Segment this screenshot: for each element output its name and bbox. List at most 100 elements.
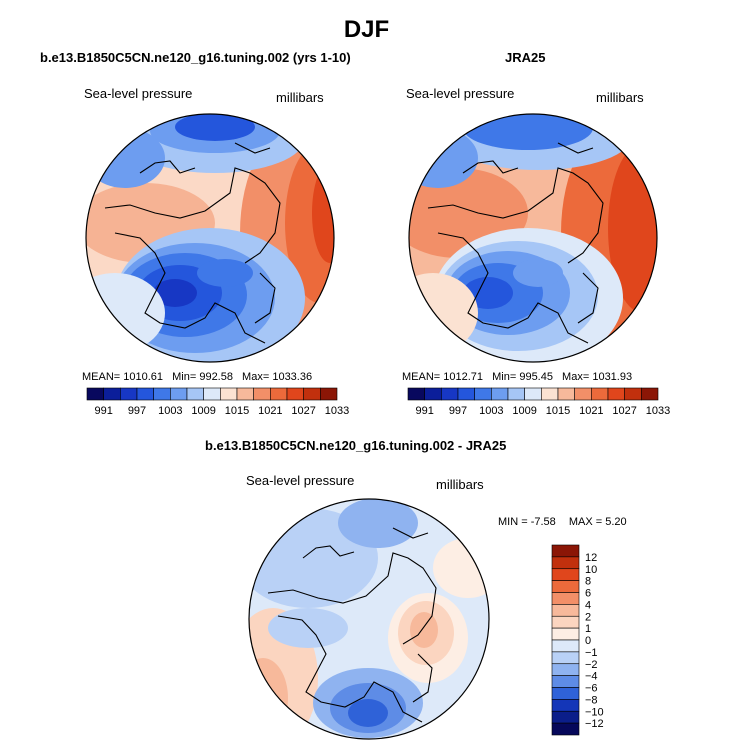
obs-min-label: Min=	[492, 371, 517, 383]
obs-mean-value: 1012.71	[443, 371, 484, 383]
model-min-label: Min=	[172, 371, 197, 383]
colorbar-0-swatch-9	[236, 387, 254, 401]
colorbar-0-swatch-3	[136, 387, 154, 401]
colorbar-2-swatch-12	[551, 687, 580, 700]
colorbar-2-swatch-8	[551, 639, 580, 653]
colorbar-2-swatch-14	[551, 710, 580, 724]
colorbar-2-tick-label: 8	[585, 576, 591, 588]
colorbar-1-swatch-8	[541, 387, 559, 401]
colorbar-0-swatch-12	[286, 387, 304, 401]
diff-variable-label: Sea-level pressure	[246, 473, 355, 488]
model-stats: MEAN= 1010.61 Min= 992.58 Max= 1033.36	[82, 371, 312, 383]
model-mean-value: 1010.61	[123, 371, 164, 383]
colorbar-1-tick-label: 991	[415, 405, 433, 417]
colorbar-1-swatch-6	[507, 387, 525, 401]
colorbar-0-tick-label: 1021	[258, 405, 282, 417]
colorbar-0-swatch-5	[170, 387, 188, 401]
model-colorbar: 991 997 1003 1009 1015 1021 1027 1033	[86, 387, 349, 417]
colorbar-1-swatch-9	[557, 387, 575, 401]
colorbar-2-swatch-15	[551, 722, 580, 736]
colorbar-0-swatch-10	[253, 387, 271, 401]
colorbar-0-tick-label: 1033	[325, 405, 349, 417]
obs-colorbar: 991 997 1003 1009 1015 1021 1027 1033	[407, 387, 670, 417]
colorbar-1-tick-label: 1009	[512, 405, 536, 417]
colorbar-1-tick-label: 1003	[479, 405, 503, 417]
colorbar-1-swatch-4	[474, 387, 492, 401]
colorbar-0-swatch-0	[86, 387, 104, 401]
diff-panel-title: b.e13.B1850C5CN.ne120_g16.tuning.002 - J…	[205, 438, 507, 453]
diff-max-label: MAX =	[568, 516, 603, 528]
obs-min-value: 995.45	[519, 371, 553, 383]
colorbar-1-tick-label: 1033	[646, 405, 670, 417]
colorbar-0-swatch-6	[186, 387, 204, 401]
colorbar-1-swatch-14	[641, 387, 659, 401]
colorbar-2-tick-label: −2	[585, 659, 598, 671]
colorbar-2-tick-label: 6	[585, 588, 591, 600]
obs-polar-map	[408, 113, 658, 363]
colorbar-0-swatch-7	[203, 387, 221, 401]
colorbar-0-swatch-1	[103, 387, 121, 401]
diff-min-label: MIN =	[498, 516, 528, 528]
obs-max-label: Max=	[562, 371, 590, 383]
colorbar-1-tick-label: 1015	[546, 405, 570, 417]
colorbar-1-tick-label: 997	[449, 405, 467, 417]
main-title: DJF	[343, 16, 390, 43]
colorbar-1-swatch-5	[491, 387, 509, 401]
colorbar-0-tick-label: 1003	[158, 405, 182, 417]
obs-panel-title: JRA25	[505, 50, 546, 65]
colorbar-0-tick-label: 1009	[191, 405, 215, 417]
colorbar-0-swatch-2	[120, 387, 138, 401]
colorbar-1-swatch-13	[624, 387, 642, 401]
colorbar-2-tick-label: −10	[585, 706, 604, 718]
model-max-value: 1033.36	[272, 371, 313, 383]
colorbar-2-tick-label: −8	[585, 694, 598, 706]
obs-max-value: 1031.93	[592, 371, 633, 383]
colorbar-2-swatch-3	[551, 580, 580, 593]
colorbar-2-swatch-1	[551, 556, 580, 570]
model-mean-label: MEAN=	[82, 371, 121, 383]
colorbar-2-swatch-2	[551, 568, 580, 581]
colorbar-2-swatch-10	[551, 663, 580, 676]
colorbar-0-tick-label: 991	[94, 405, 112, 417]
colorbar-2-swatch-13	[551, 699, 580, 712]
colorbar-2-swatch-9	[551, 651, 580, 665]
model-polar-map	[85, 113, 335, 363]
colorbar-1-swatch-10	[574, 387, 592, 401]
colorbar-0-swatch-13	[303, 387, 321, 401]
colorbar-1-swatch-7	[524, 387, 542, 401]
colorbar-2-tick-label: 2	[585, 611, 591, 623]
colorbar-2-tick-label: 0	[585, 635, 591, 647]
colorbar-1-tick-label: 1027	[612, 405, 636, 417]
colorbar-0-swatch-14	[320, 387, 338, 401]
colorbar-1-swatch-3	[457, 387, 475, 401]
model-min-value: 992.58	[199, 371, 233, 383]
colorbar-2-tick-label: 10	[585, 564, 597, 576]
colorbar-2-tick-label: 4	[585, 599, 591, 611]
colorbar-1-swatch-0	[407, 387, 425, 401]
colorbar-2-swatch-11	[551, 675, 580, 688]
obs-stats: MEAN= 1012.71 Min= 995.45 Max= 1031.93	[402, 371, 632, 383]
colorbar-0-swatch-8	[220, 387, 238, 401]
colorbar-2-tick-label: −1	[585, 647, 598, 659]
colorbar-2-swatch-5	[551, 604, 580, 617]
diff-stats: MIN = -7.58 MAX = 5.20	[498, 516, 627, 528]
colorbar-2-tick-label: −6	[585, 683, 598, 695]
colorbar-0-swatch-11	[270, 387, 288, 401]
colorbar-2-tick-label: 12	[585, 552, 597, 564]
colorbar-0-swatch-4	[153, 387, 171, 401]
colorbar-2-tick-label: −4	[585, 671, 598, 683]
colorbar-2-swatch-7	[551, 627, 580, 641]
model-variable-label: Sea-level pressure	[84, 86, 193, 101]
colorbar-1-swatch-11	[591, 387, 609, 401]
colorbar-0-tick-label: 1027	[291, 405, 315, 417]
colorbar-0-tick-label: 1015	[225, 405, 249, 417]
diff-units-label: millibars	[436, 477, 484, 492]
colorbar-2-swatch-0	[551, 544, 580, 558]
colorbar-1-tick-label: 1021	[579, 405, 603, 417]
colorbar-2-swatch-6	[551, 615, 580, 629]
colorbar-1-swatch-2	[441, 387, 459, 401]
colorbar-0-tick-label: 997	[128, 405, 146, 417]
model-max-label: Max=	[242, 371, 270, 383]
obs-units-label: millibars	[596, 90, 644, 105]
